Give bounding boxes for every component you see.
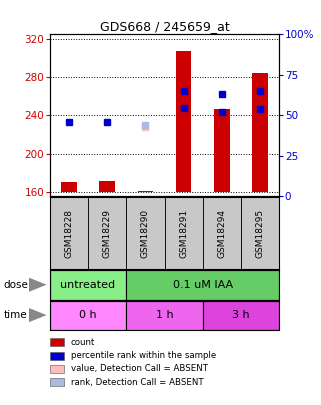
Text: time: time [3, 310, 27, 320]
Bar [203, 197, 241, 269]
Text: GSM18228: GSM18228 [65, 209, 74, 258]
Bar [241, 197, 279, 269]
Bar [126, 270, 279, 300]
Bar [126, 197, 164, 269]
Bar [50, 301, 126, 330]
Bar [126, 301, 203, 330]
Bar [214, 109, 230, 192]
Text: 0.1 uM IAA: 0.1 uM IAA [173, 280, 233, 290]
Title: GDS668 / 245659_at: GDS668 / 245659_at [100, 20, 230, 33]
Bar [88, 197, 126, 269]
Text: value, Detection Call = ABSENT: value, Detection Call = ABSENT [71, 364, 208, 373]
Bar [176, 51, 191, 192]
Bar [253, 73, 268, 192]
Bar [61, 182, 76, 192]
Text: 0 h: 0 h [79, 310, 97, 320]
Text: count: count [71, 338, 95, 347]
Text: dose: dose [3, 280, 28, 290]
Bar [203, 301, 279, 330]
Polygon shape [29, 278, 47, 292]
Text: GSM18291: GSM18291 [179, 209, 188, 258]
Bar [50, 197, 88, 269]
Text: 1 h: 1 h [156, 310, 173, 320]
Polygon shape [29, 308, 47, 322]
Text: percentile rank within the sample: percentile rank within the sample [71, 351, 216, 360]
Text: GSM18294: GSM18294 [217, 209, 226, 258]
Text: GSM18295: GSM18295 [256, 209, 265, 258]
Bar [50, 270, 126, 300]
Text: rank, Detection Call = ABSENT: rank, Detection Call = ABSENT [71, 378, 203, 387]
Text: GSM18290: GSM18290 [141, 209, 150, 258]
Bar [164, 197, 203, 269]
Bar [138, 191, 153, 192]
Text: 3 h: 3 h [232, 310, 250, 320]
Bar [100, 181, 115, 192]
Text: untreated: untreated [60, 280, 116, 290]
Text: GSM18229: GSM18229 [103, 209, 112, 258]
